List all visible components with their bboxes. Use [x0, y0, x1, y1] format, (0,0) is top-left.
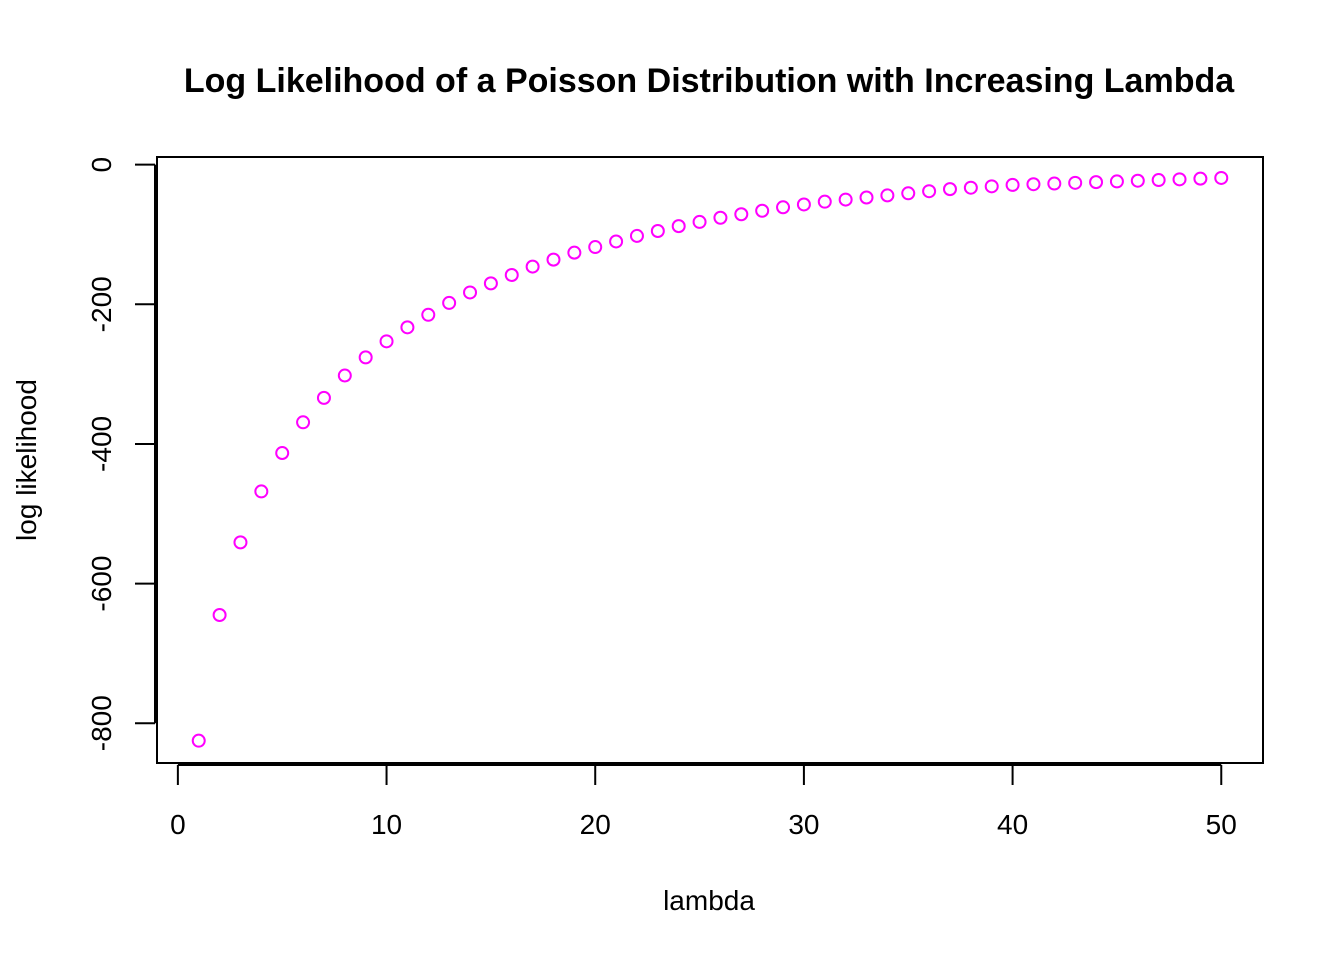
data-point	[859, 190, 874, 205]
data-point	[233, 535, 248, 550]
data-point	[316, 390, 331, 405]
data-point	[609, 234, 624, 249]
data-point	[358, 350, 373, 365]
data-point	[963, 180, 978, 195]
data-point	[838, 192, 853, 207]
data-point	[379, 334, 394, 349]
x-tick-label: 0	[170, 809, 186, 840]
x-axis: 0 10 20 30 40 50	[170, 764, 1237, 840]
data-point	[275, 446, 290, 461]
data-point	[692, 214, 707, 229]
data-point	[942, 182, 957, 197]
x-tick-label: 20	[580, 809, 611, 840]
data-point	[442, 295, 457, 310]
data-point	[629, 228, 644, 243]
data-point	[817, 194, 832, 209]
data-point	[588, 240, 603, 255]
y-tick-label: -200	[86, 276, 117, 332]
data-point	[776, 200, 791, 215]
data-point	[713, 210, 728, 225]
data-point	[525, 259, 540, 274]
data-point	[880, 188, 895, 203]
data-point	[1151, 173, 1166, 188]
data-point	[796, 197, 811, 212]
data-point	[400, 320, 415, 335]
data-points	[191, 170, 1229, 748]
data-point	[1109, 174, 1124, 189]
data-point	[1068, 175, 1083, 190]
data-point	[191, 733, 206, 748]
data-point	[1047, 176, 1062, 191]
data-point	[734, 207, 749, 222]
y-axis: 0 -200 -400 -600 -800	[86, 157, 156, 751]
data-point	[1193, 171, 1208, 186]
plot-frame	[156, 156, 1264, 764]
y-axis-label: log likelihood	[11, 379, 42, 541]
data-point	[1172, 172, 1187, 187]
data-point	[650, 224, 665, 239]
y-tick-label: -800	[86, 695, 117, 751]
data-point	[463, 285, 478, 300]
data-point	[212, 607, 227, 622]
x-tick-label: 10	[371, 809, 402, 840]
data-point	[567, 245, 582, 260]
data-point	[1214, 170, 1229, 185]
data-point	[483, 276, 498, 291]
data-point	[922, 184, 937, 199]
data-point	[1005, 177, 1020, 192]
x-tick-label: 50	[1206, 809, 1237, 840]
y-tick-label: -400	[86, 416, 117, 472]
data-point	[421, 307, 436, 322]
x-tick-label: 40	[997, 809, 1028, 840]
data-point	[1130, 173, 1145, 188]
chart-title: Log Likelihood of a Poisson Distribution…	[184, 62, 1235, 100]
data-point	[984, 179, 999, 194]
y-tick-label: 0	[86, 157, 117, 173]
data-point	[296, 415, 311, 430]
data-point	[1026, 177, 1041, 192]
x-axis-label: lambda	[663, 885, 755, 916]
data-point	[755, 203, 770, 218]
x-tick-label: 30	[788, 809, 819, 840]
data-point	[1089, 175, 1104, 190]
data-point	[337, 368, 352, 383]
data-point	[504, 267, 519, 282]
data-point	[671, 219, 686, 234]
data-point	[254, 484, 269, 499]
data-point	[901, 186, 916, 201]
data-point	[546, 252, 561, 267]
y-tick-label: -600	[86, 556, 117, 612]
